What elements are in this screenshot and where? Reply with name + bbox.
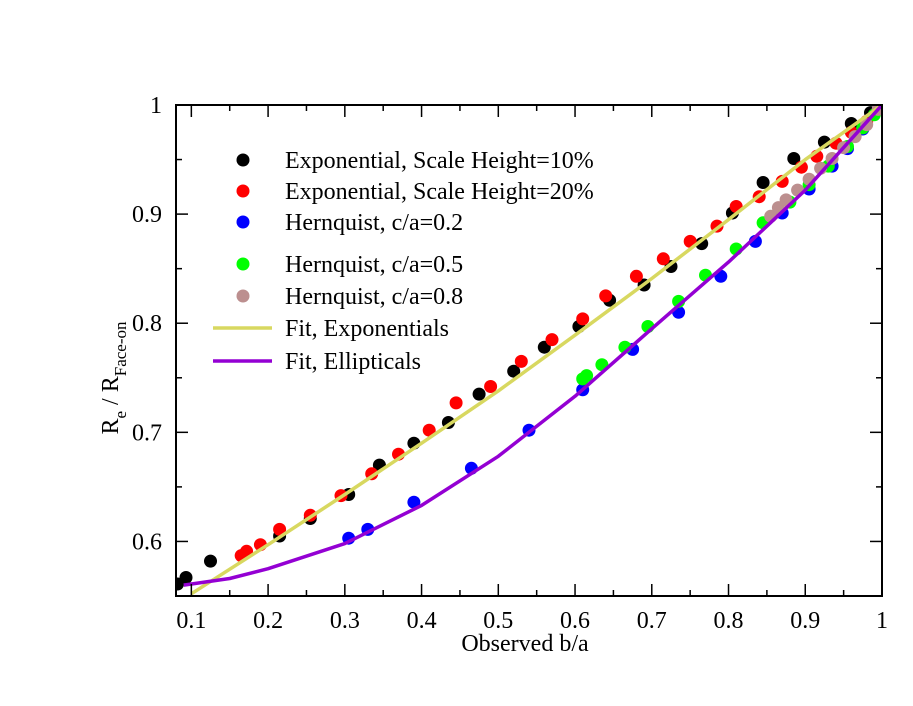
- series-6-line: [183, 105, 882, 587]
- series-0-point-16: [695, 237, 709, 251]
- legend-marker-3: [236, 257, 250, 271]
- x-axis-label: Observed b/a: [461, 631, 589, 657]
- legend-item-3: Hernquist, c/a=0.5: [236, 252, 463, 278]
- x-tick-label-0: 0.1: [176, 608, 206, 634]
- x-tick-label-4: 0.5: [483, 608, 513, 634]
- series-3-point-1: [580, 369, 594, 383]
- x-tick-label-6: 0.7: [637, 608, 667, 634]
- legend-label-4: Hernquist, c/a=0.8: [285, 284, 463, 310]
- x-tick-label-2: 0.3: [330, 608, 360, 634]
- plot-layer: [176, 105, 882, 596]
- series-1-point-11: [514, 354, 528, 368]
- legend-marker-4: [236, 289, 250, 303]
- y-tick-label-1: 0.7: [132, 420, 162, 446]
- y-axis-label-sub-faceon: Face-on: [111, 321, 130, 376]
- series-5-line: [190, 105, 882, 596]
- series-1-point-14: [599, 289, 613, 303]
- y-axis-label: Re / RFace-on: [98, 321, 130, 435]
- series-0-point-2: [204, 554, 217, 568]
- legend-label-0: Exponential, Scale Height=10%: [285, 148, 594, 174]
- series-2-point-2: [407, 495, 421, 509]
- x-tick-label-5: 0.6: [560, 608, 590, 634]
- series-1-point-13: [576, 312, 590, 326]
- y-tick-label-0: 0.6: [132, 529, 162, 555]
- legend-marker-0: [236, 153, 250, 167]
- axes-layer: 0.1 0.2 0.3 0.4 0.5 0.6 0.7 0.8 0.9 1 0.6 0.7 0.8 0.9…: [132, 93, 888, 634]
- series-0-point-18: [756, 176, 770, 189]
- legend-item-6: Fit, Ellipticals: [213, 349, 421, 375]
- y-axis-label-separator: / R: [98, 376, 124, 411]
- x-tick-label-7: 0.8: [714, 608, 744, 634]
- y-tick-label-2: 0.8: [132, 311, 162, 337]
- y-tick-label-3: 0.9: [132, 202, 162, 228]
- legend-marker-2: [236, 215, 250, 229]
- series-1-point-8: [422, 423, 436, 437]
- x-tick-label-9: 1: [876, 608, 888, 634]
- plot-area: [176, 105, 882, 596]
- legend-label-6: Fit, Ellipticals: [285, 349, 421, 375]
- x-tick-label-1: 0.2: [253, 608, 283, 634]
- plot-frame: [175, 104, 883, 597]
- series-0-point-19: [787, 152, 801, 165]
- series-1-point-15: [629, 269, 643, 283]
- series-1-point-16: [656, 252, 670, 266]
- y-tick-label-4: 1: [150, 93, 162, 119]
- series-1-point-3: [273, 522, 287, 536]
- legend-marker-1: [236, 184, 250, 198]
- legend-item-1: Exponential, Scale Height=20%: [236, 179, 594, 205]
- legend-item-0: Exponential, Scale Height=10%: [236, 148, 594, 174]
- legend-label-2: Hernquist, c/a=0.2: [285, 210, 463, 236]
- series-1-point-10: [484, 380, 498, 393]
- series-0-point-9: [472, 387, 486, 401]
- series-0-point-10: [507, 364, 521, 378]
- series-1-point-12: [545, 333, 559, 347]
- legend-label-5: Fit, Exponentials: [285, 316, 449, 342]
- legend-item-5: Fit, Exponentials: [213, 316, 449, 342]
- y-axis-label-main: R: [98, 418, 124, 434]
- series-0-point-1: [179, 571, 193, 584]
- series-1-point-9: [449, 396, 463, 410]
- legend: Exponential, Scale Height=10% Exponential…: [213, 148, 594, 375]
- legend-item-2: Hernquist, c/a=0.2: [236, 210, 463, 236]
- legend-label-3: Hernquist, c/a=0.5: [285, 252, 463, 278]
- legend-label-1: Exponential, Scale Height=20%: [285, 179, 594, 205]
- y-axis-label-sub-e: e: [111, 411, 130, 419]
- x-tick-label-8: 0.9: [790, 608, 820, 634]
- legend-item-4: Hernquist, c/a=0.8: [236, 284, 463, 310]
- x-tick-label-3: 0.4: [407, 608, 437, 634]
